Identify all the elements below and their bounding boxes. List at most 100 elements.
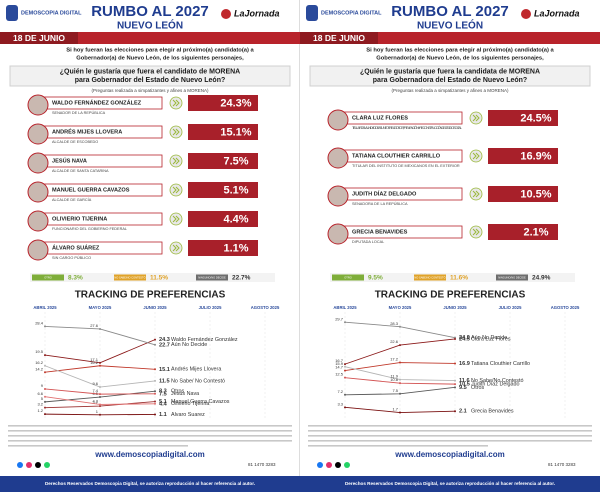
candidate-role: ALCALDE DE ESCOBEDO — [52, 140, 98, 144]
candidate-role: SENADORA DE LA REPÚBLICA — [352, 201, 408, 206]
point-label: 10.5 — [459, 382, 470, 388]
point-label: 24.9 — [459, 335, 470, 341]
candidate-name: GRECIA BENAVIDES — [352, 229, 408, 235]
question-box — [9, 65, 291, 87]
fine-print — [308, 435, 592, 437]
photo — [27, 210, 49, 232]
footer-rights: Derechos Reservados Demoscopia Digital, … — [345, 481, 555, 486]
brand-icon — [221, 9, 231, 19]
point-label: 3.2 — [37, 402, 43, 407]
point-label: 16.7 — [335, 358, 344, 363]
intro-line: Si hoy fueran las elecciones para elegir… — [366, 48, 554, 54]
point — [44, 354, 46, 357]
month-label: MAYO 2025 — [89, 305, 112, 310]
point — [454, 383, 456, 386]
point-label: 7.5 — [159, 391, 167, 397]
point-label: 11.6 — [459, 378, 470, 384]
point-label: 16.2 — [90, 360, 99, 365]
series-name: Manuel Guerra Cavazos — [171, 399, 230, 405]
point — [344, 365, 346, 368]
point — [44, 413, 46, 416]
series-name: Jesús Nava — [171, 391, 199, 397]
other-label: OTRO — [44, 275, 52, 279]
other-value: 9.5% — [368, 275, 383, 282]
value-box — [188, 95, 258, 111]
point-label: 1 — [96, 409, 99, 414]
point-label: 5 — [41, 396, 44, 401]
point-label: 9 — [41, 383, 44, 388]
series-name: Grecia Benavides — [471, 409, 514, 415]
question-line: para Gobernador del Estado de Nuevo León… — [75, 77, 226, 84]
value-label: 15.1% — [220, 126, 251, 138]
point — [44, 371, 46, 374]
photo — [327, 223, 349, 245]
point — [154, 413, 156, 416]
month-label: ABRIL 2025 — [33, 305, 57, 310]
point-label: 4.4 — [159, 401, 168, 407]
point — [344, 376, 346, 379]
candidate-name: JESÚS NAVA — [52, 157, 87, 164]
fine-print — [8, 440, 292, 442]
point — [399, 392, 401, 395]
value-box — [488, 148, 558, 164]
photo — [327, 109, 349, 131]
candidate-name: MANUEL GUERRA CAVAZOS — [52, 187, 130, 193]
point — [99, 393, 101, 396]
point — [154, 368, 156, 371]
point-label: 28.3 — [390, 321, 399, 326]
tracking-title: TRACKING DE PREFERENCIAS — [375, 290, 526, 301]
question-line: ¿Quién le gustaría que fuera el candidat… — [60, 68, 240, 75]
other-tag — [196, 274, 228, 281]
point — [344, 321, 346, 324]
point-label: 11.9 — [391, 374, 399, 379]
point — [154, 392, 156, 395]
point-label: 5.1 — [159, 399, 167, 405]
point-label: 12.5 — [335, 372, 344, 377]
others-strip — [330, 273, 575, 282]
fine-print — [308, 430, 592, 432]
question-box — [309, 65, 591, 87]
series-name: Otros — [471, 385, 484, 391]
other-label: OTRO — [344, 275, 352, 279]
arrow — [172, 215, 180, 223]
fine-print — [8, 430, 292, 432]
brand: LaJornada — [234, 8, 280, 18]
value-label: 24.5% — [520, 112, 551, 124]
candidate-role: DIPUTADA LOCAL — [352, 240, 384, 244]
point — [454, 337, 456, 340]
logo-icon — [306, 5, 318, 21]
photo — [27, 123, 49, 145]
value-label: 1.1% — [223, 242, 248, 254]
intro-line: Gobernador(a) de Nuevo León, de los sigu… — [376, 56, 544, 62]
series-name: Aún No Decide — [171, 342, 207, 348]
value-label: 7.5% — [223, 155, 248, 167]
logo: DEMOSCOPIA DIGITAL — [21, 10, 82, 16]
fine-print — [8, 445, 188, 447]
note: (Preguntas realizada a simpatizantes y a… — [391, 88, 509, 93]
photo — [27, 94, 49, 116]
point-label: 6.6 — [37, 391, 43, 396]
other-label: NO SABE/NO CONTESTÓ — [114, 274, 145, 279]
candidate-name: ANDRÉS MIJES LLOVERA — [52, 127, 122, 135]
arrow — [172, 157, 180, 165]
other-value: 11.6% — [450, 275, 468, 282]
candidate-role: SENADOR DE LA REPÚBLICA — [52, 110, 106, 115]
point — [44, 387, 46, 390]
candidate-role: ALCALDE DE SANTA CATARINA — [52, 169, 109, 173]
tracking-title: TRACKING DE PREFERENCIAS — [75, 290, 226, 301]
candidate-role: ALCALDE DE GARCÍA — [52, 198, 92, 202]
arrow — [472, 190, 480, 198]
month-label: AGOSTO 2025 — [251, 305, 280, 310]
point-label: 16.2 — [35, 360, 44, 365]
point — [399, 411, 401, 414]
social-icon — [26, 462, 32, 468]
point — [99, 327, 101, 330]
point-label: 2.1 — [459, 409, 467, 415]
series-name: Alvaro Suarez — [171, 412, 205, 418]
footer-url: www.demoscopiadigital.com — [94, 450, 205, 459]
footer-url: www.demoscopiadigital.com — [394, 450, 505, 459]
candidate-name: OLIVIERIO TIJERINA — [52, 216, 107, 222]
date: 18 DE JUNIO — [313, 33, 365, 43]
point-label: 7.2 — [337, 389, 343, 394]
